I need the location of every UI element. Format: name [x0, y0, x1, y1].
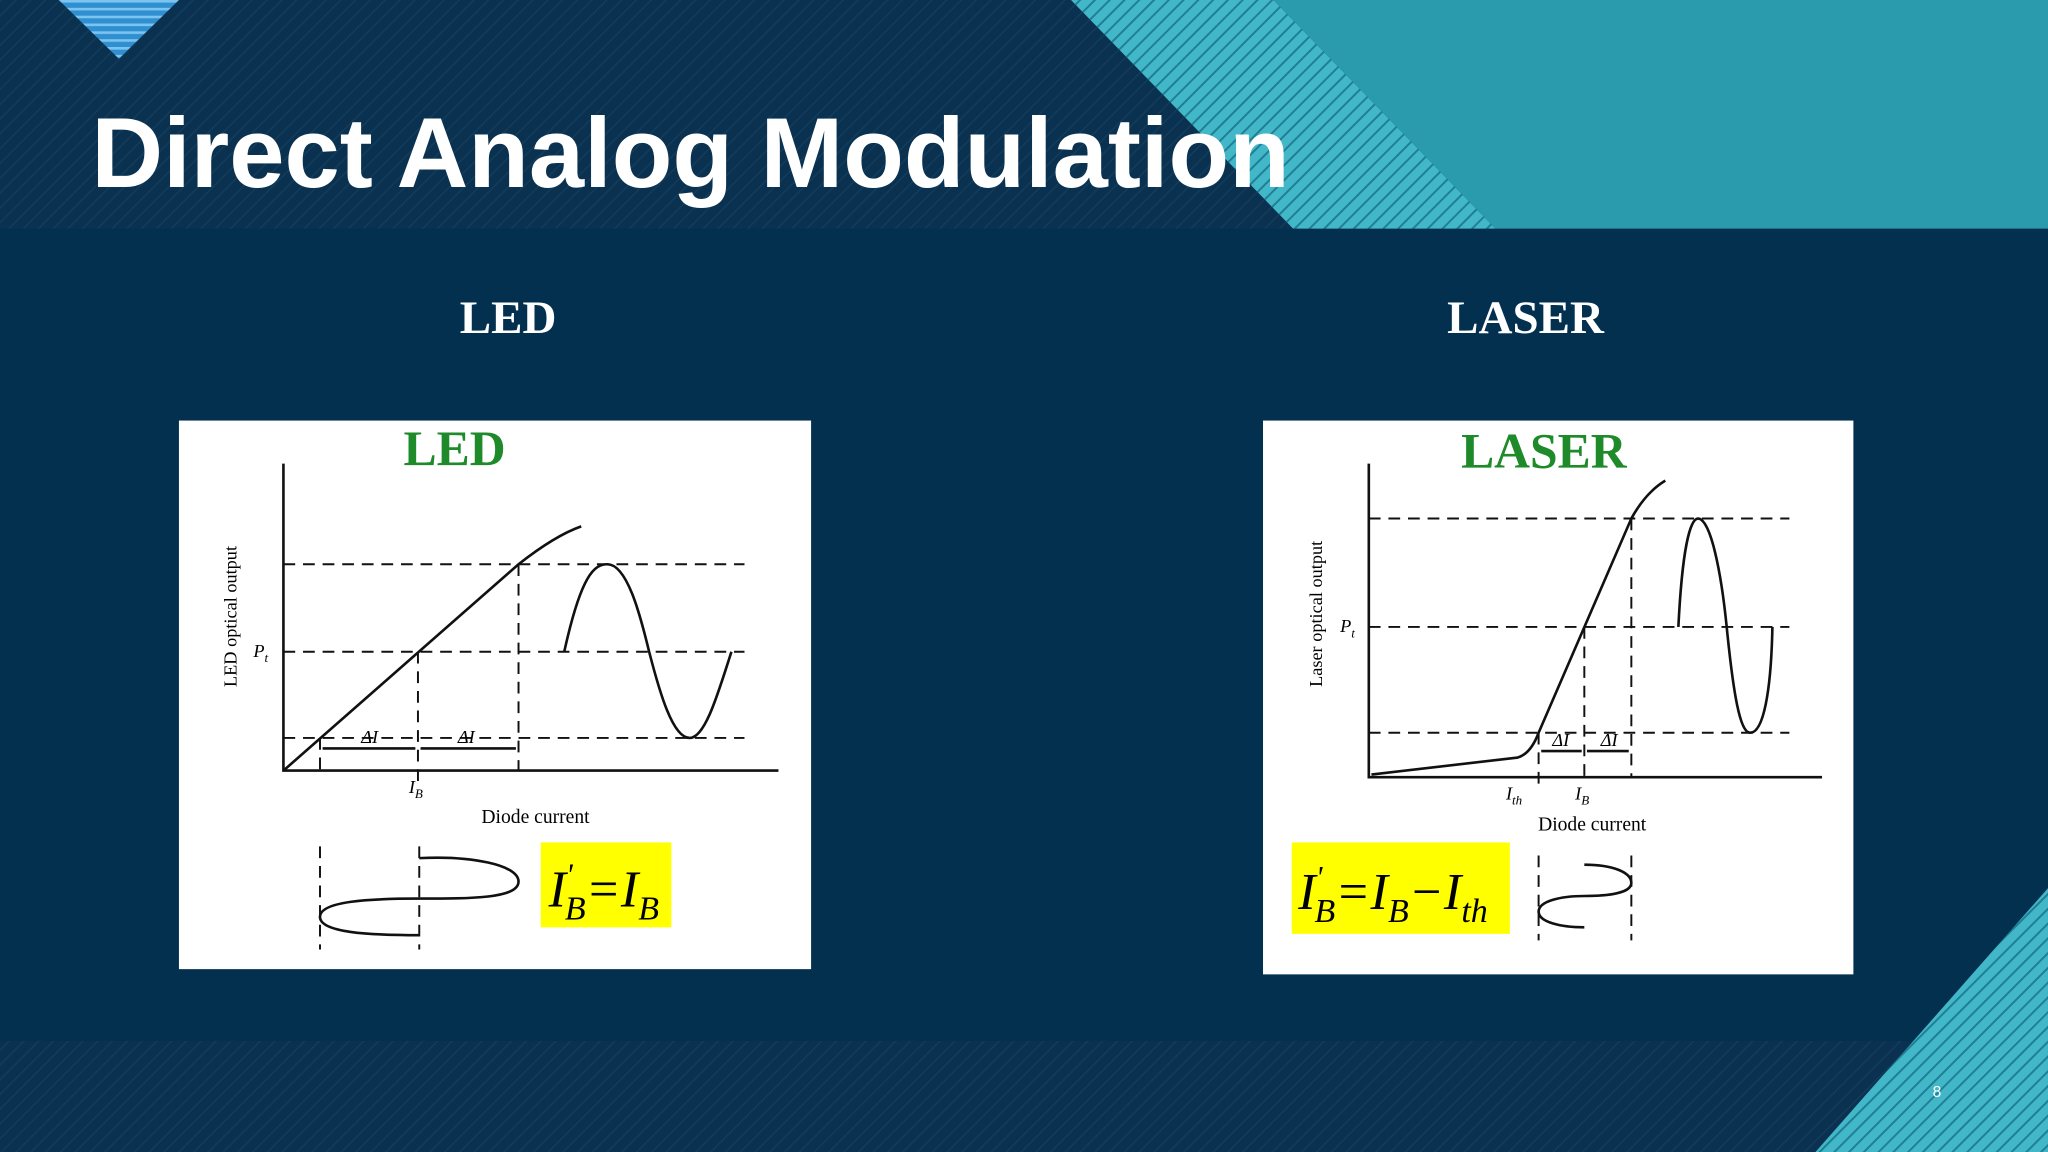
figure-title: LED [404, 421, 506, 476]
symbol: I [1574, 783, 1582, 803]
symbol: I [1505, 783, 1513, 803]
delta-label: ΔI [360, 727, 379, 747]
symbol: P [1339, 616, 1351, 636]
equation-sup: ' [1316, 860, 1324, 895]
input-wave [1537, 863, 1633, 929]
axes [1367, 463, 1823, 779]
equation-sub: B [565, 891, 586, 928]
subscript: t [1351, 625, 1355, 640]
header-accent [1273, 0, 2048, 229]
level-label: Pt [1339, 616, 1355, 640]
panel-label: LED [460, 292, 557, 344]
output-wave [562, 562, 733, 740]
equation-sub: B [1315, 893, 1336, 930]
bias-label: IB [1574, 783, 1589, 807]
equation-sup: ' [566, 858, 574, 893]
subscript: th [1512, 793, 1522, 808]
level-label: Pt [252, 641, 268, 665]
figure-title: LASER [1461, 424, 1628, 479]
delta-label: ΔI [457, 727, 476, 747]
equation: I' B=IB−Ith [1297, 860, 1487, 930]
equation-sub: B [638, 891, 659, 928]
guide-lines [283, 563, 745, 784]
corner-accent [1815, 888, 2048, 1152]
subscript: t [265, 650, 269, 665]
guide-lines [1368, 517, 1790, 784]
equation-base: I [1297, 863, 1318, 921]
bias-label: IB [408, 777, 423, 801]
input-guides [319, 846, 421, 950]
y-axis-label: LED optical output [220, 546, 240, 687]
panel-label: LASER [1447, 292, 1605, 344]
symbol: I [408, 777, 416, 797]
delta-label: ΔI [1551, 730, 1570, 750]
led-figure: LED ΔI ΔI Pt IB Diode current LED optica… [178, 420, 812, 970]
slide-title: Direct Analog Modulation [91, 98, 1289, 209]
equation-base: = [586, 860, 621, 918]
subscript: B [415, 786, 423, 801]
x-axis-label: Diode current [1538, 815, 1647, 836]
equation-base: I [548, 860, 569, 918]
threshold-label: Ith [1505, 783, 1522, 807]
input-guides [1537, 855, 1633, 941]
equation-base: = [1335, 863, 1370, 921]
equation-sub: B [1388, 893, 1409, 930]
equation-base: I [620, 860, 641, 918]
corner-mark [58, 0, 179, 59]
input-wave [318, 856, 520, 937]
laser-figure: LASER ΔI ΔI Pt Ith IB Diode current Lase… [1263, 420, 1854, 975]
equation-sub: th [1461, 893, 1487, 930]
equation-box [540, 842, 672, 928]
symbol: P [252, 641, 264, 661]
page-number: 8 [1933, 1084, 1942, 1101]
equation: I' B=IB [548, 858, 659, 928]
equation-base: I [1443, 863, 1464, 921]
subscript: B [1581, 793, 1589, 808]
y-axis-label: Laser optical output [1306, 541, 1326, 687]
header-accent [1071, 0, 1496, 229]
delta-label: ΔI [1600, 730, 1619, 750]
footer-band [0, 1040, 2048, 1152]
x-axis-label: Diode current [481, 807, 590, 828]
equation-base: − [1409, 863, 1444, 921]
output-wave [1677, 517, 1774, 735]
equation-base: I [1370, 863, 1391, 921]
equation-box [1291, 842, 1510, 934]
